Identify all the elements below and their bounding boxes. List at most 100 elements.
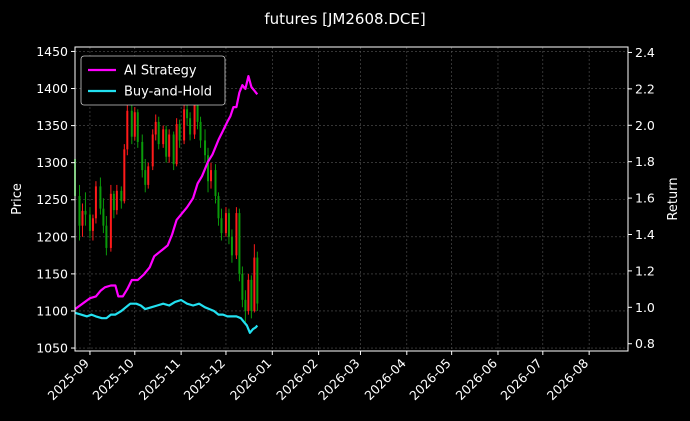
candle-body [244, 299, 247, 311]
candle-body [144, 170, 147, 185]
candle [183, 103, 186, 145]
candle [238, 208, 241, 282]
candle-body [115, 190, 118, 211]
legend-label-buy-and_hold: Buy-and-Hold [124, 85, 212, 100]
candle [189, 112, 192, 141]
candle-body [141, 141, 144, 171]
candle [81, 203, 84, 237]
candle-body [256, 257, 259, 304]
x-tick-label: 2025-09 [45, 355, 93, 403]
x-tick-label: 2025-10 [89, 355, 137, 403]
x-tick-label: 2026-08 [544, 355, 592, 403]
candle [256, 251, 259, 311]
candle-body [207, 155, 210, 182]
x-tick-label: 2026-02 [273, 356, 321, 404]
candle-body [81, 210, 84, 226]
candle [220, 208, 223, 241]
candle-body [105, 225, 108, 248]
y-axis-label-left: Price [10, 183, 25, 215]
candle-body [175, 124, 178, 165]
candle [78, 184, 81, 241]
x-tick-label: 2026-03 [315, 356, 363, 404]
left-tick-label: 1100 [36, 303, 68, 318]
right-tick-label: 2.0 [635, 118, 655, 133]
candle-body [241, 273, 244, 300]
candle [115, 184, 118, 215]
candle [230, 229, 233, 263]
left-axis: 1050 1100 1150 1200 1250 1300 1350 1400 1450 [36, 44, 75, 356]
candle-body [133, 112, 136, 137]
candle [99, 177, 102, 215]
candle [204, 129, 207, 163]
candle-body [109, 193, 112, 248]
x-axis: 2025-092025-102025-112025-122026-012026-… [45, 351, 592, 404]
left-tick-label: 1350 [36, 118, 68, 133]
candle-body [136, 112, 139, 142]
candle [136, 109, 139, 148]
candle-body [151, 134, 154, 167]
x-tick-label: 2025-11 [136, 356, 184, 404]
candle-body [84, 210, 87, 215]
candle [162, 125, 165, 148]
right-tick-label: 1.6 [635, 191, 655, 206]
candle [247, 273, 250, 315]
candle-body [183, 109, 186, 141]
candle-body [220, 218, 223, 234]
candle-body [235, 213, 238, 256]
candle-body [250, 279, 253, 311]
candle-body [157, 121, 160, 145]
candle [207, 147, 210, 193]
series-lines [74, 74, 259, 334]
legend-box [80, 55, 226, 106]
left-tick-label: 1150 [36, 266, 68, 281]
candle-body [238, 213, 241, 274]
candle [217, 192, 220, 226]
candlesticks [74, 94, 259, 323]
right-tick-label: 2.2 [635, 81, 655, 96]
candle-body [210, 170, 213, 182]
candle-body [78, 196, 81, 226]
candle-body [247, 279, 250, 311]
candle-body [94, 186, 97, 219]
left-tick-label: 1200 [36, 229, 68, 244]
candle [175, 118, 178, 167]
right-axis: 0.8 1.0 1.2 1.4 1.6 1.8 2.0 2.2 2.4 [628, 45, 655, 351]
left-tick-label: 1450 [36, 44, 68, 59]
candle-body [214, 170, 217, 197]
y-axis-label-right: Return [666, 177, 681, 220]
x-tick-label: 2026-06 [453, 355, 501, 403]
candle [126, 99, 129, 156]
candle-body [172, 134, 175, 165]
candle [133, 107, 136, 141]
candle-body [126, 110, 129, 150]
legend: AI Strategy Buy-and-Hold [80, 55, 226, 106]
candle-body [168, 134, 171, 157]
candle [178, 119, 181, 148]
candle-body [224, 213, 227, 234]
candle-body [193, 103, 196, 135]
candle-body [204, 140, 207, 156]
candle-body [162, 129, 165, 145]
right-tick-label: 1.0 [635, 300, 655, 315]
candle [199, 116, 202, 148]
plot-frame [74, 46, 629, 352]
right-tick-label: 2.4 [635, 45, 655, 60]
series-line-ai-strategy [74, 74, 259, 310]
series-line-buy-and_hold [74, 298, 259, 334]
candle-body [227, 213, 230, 237]
candle [109, 184, 112, 252]
x-tick-label: 2026-05 [406, 356, 454, 404]
candle [253, 244, 256, 313]
candle [168, 129, 171, 163]
legend-label-ai-strategy: AI Strategy [124, 64, 197, 79]
candle [227, 208, 230, 245]
candle-body [112, 193, 115, 211]
candle-body [199, 121, 202, 141]
x-tick-label: 2026-07 [497, 356, 545, 404]
candle-body [120, 190, 123, 202]
candle-body [178, 124, 181, 141]
candle-body [123, 149, 126, 202]
candle-body [165, 129, 168, 157]
candle [224, 207, 227, 237]
candle-body [147, 166, 150, 185]
